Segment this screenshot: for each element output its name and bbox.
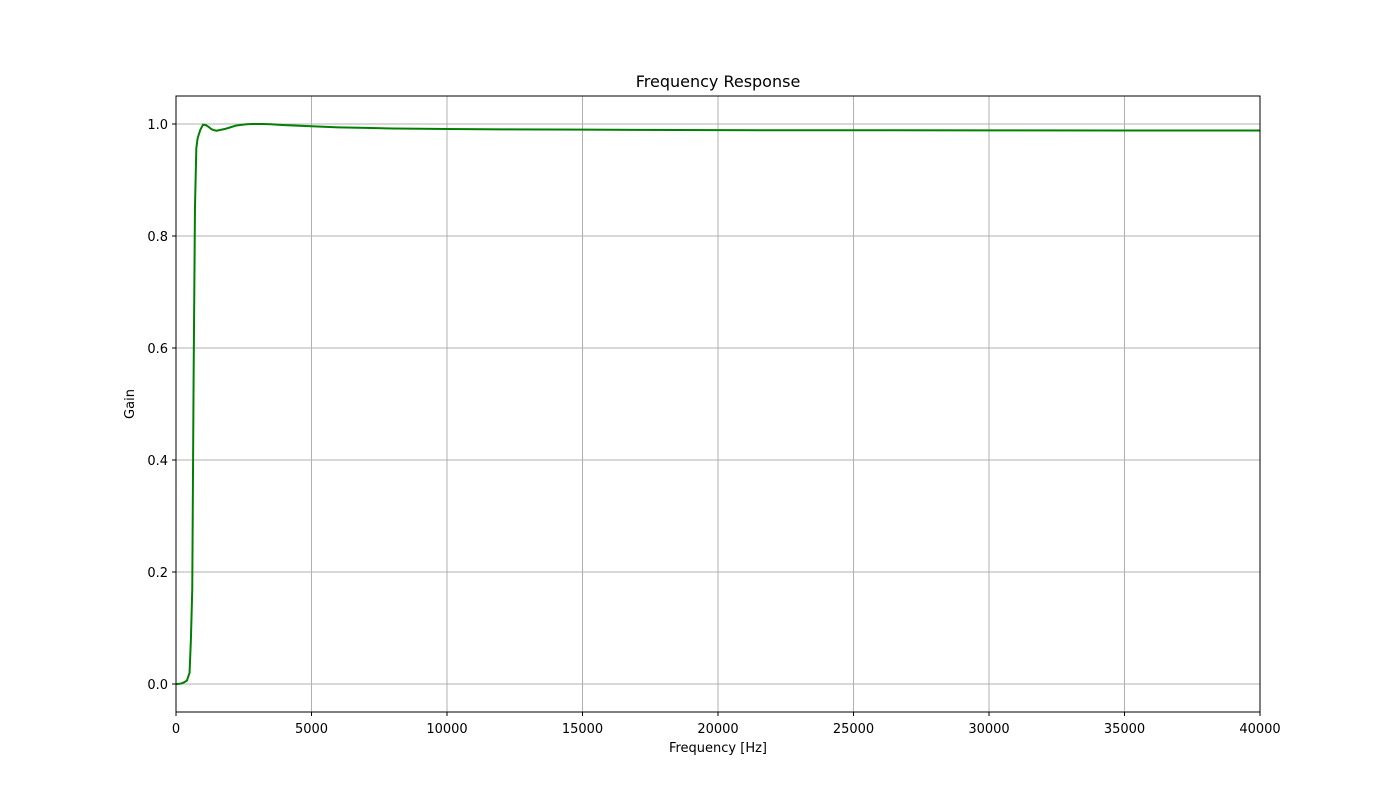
x-tick-label: 25000 [833,722,874,737]
y-tick-label: 0.8 [147,230,168,245]
x-axis-label: Frequency [Hz] [669,741,767,756]
y-axis-label: Gain [123,389,138,419]
x-tick-label: 10000 [426,722,467,737]
x-tick-label: 20000 [697,722,738,737]
x-tick-label: 30000 [968,722,1009,737]
x-tick-label: 15000 [562,722,603,737]
y-tick-label: 0.4 [147,454,168,469]
x-tick-label: 35000 [1104,722,1145,737]
y-tick-label: 0.2 [147,566,168,581]
x-tick-label: 0 [172,722,180,737]
y-tick-label: 0.6 [147,342,168,357]
y-tick-label: 1.0 [147,118,168,133]
x-tick-label: 40000 [1239,722,1280,737]
chart-title: Frequency Response [636,72,801,91]
series-line [175,123,1260,685]
plot-lines [175,123,1260,685]
axis-ticks: 0 5000 10000 15000 20000 25000 30000 35000 40000… [147,118,1280,737]
y-tick-label: 0.0 [147,678,168,693]
x-tick-label: 5000 [295,722,328,737]
grid [175,96,1261,712]
